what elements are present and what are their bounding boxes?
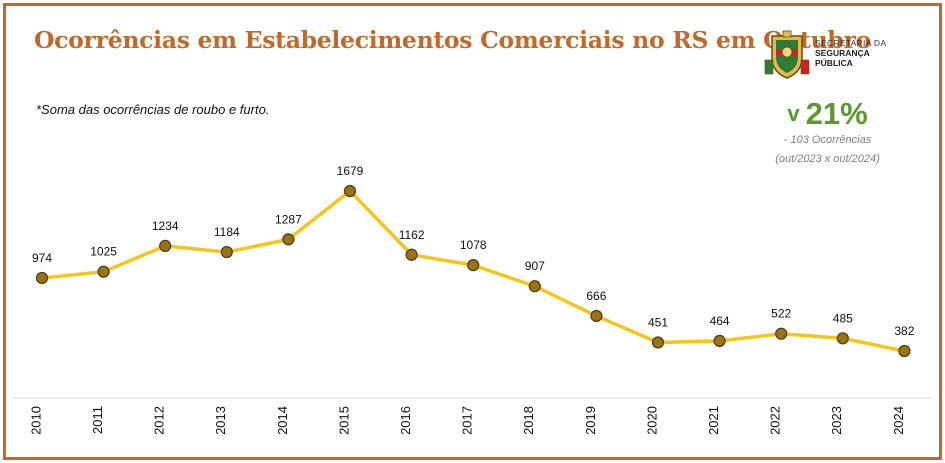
x-tick-2015: 2015: [336, 406, 351, 435]
data-label-2011: 1025: [90, 245, 117, 259]
data-point-2021: [713, 334, 726, 347]
data-label-2021: 464: [710, 314, 730, 328]
data-label-2018: 907: [525, 259, 545, 273]
data-label-2020: 451: [648, 315, 668, 329]
data-point-2012: [159, 239, 172, 252]
agency-line-2: SEGURANÇA: [815, 48, 870, 58]
data-point-2013: [220, 245, 233, 259]
data-point-2014: [282, 233, 295, 246]
kpi-change: v 21%: [765, 96, 890, 132]
x-tick-2022: 2022: [768, 406, 783, 435]
x-tick-2017: 2017: [460, 406, 475, 435]
down-arrow-icon: v: [787, 101, 800, 126]
data-point-2010: [35, 271, 49, 285]
x-tick-2014: 2014: [275, 406, 290, 435]
data-point-2017: [467, 259, 480, 272]
data-label-2019: 666: [586, 289, 606, 303]
agency-name: SECRETARIA DA SEGURANÇA PÚBLICA: [815, 38, 886, 68]
data-label-2015: 1679: [337, 164, 364, 178]
x-tick-2023: 2023: [829, 406, 844, 435]
data-point-2019: [590, 309, 603, 323]
data-label-2016: 1162: [399, 228, 425, 242]
agency-line-3: PÚBLICA: [815, 58, 853, 68]
kpi-delta: - 103 Ocorrências: [783, 134, 872, 146]
x-tick-labels: 2010 2011 2012 2013 2014 2015 2016 2017 2018 2019…: [28, 406, 905, 435]
x-tick-2011: 2011: [90, 406, 105, 434]
data-label-2014: 1287: [275, 212, 302, 226]
data-label-2012: 1234: [152, 219, 179, 233]
coat-of-arms-logo: [764, 30, 810, 79]
kpi-summary: v 21% - 103 Ocorrências (out/2023 x out/2…: [765, 96, 890, 165]
x-tick-2021: 2021: [706, 406, 721, 435]
x-tick-2010: 2010: [28, 406, 43, 435]
agency-line-1: SECRETARIA DA: [815, 38, 887, 48]
data-label-2010: 974: [32, 251, 52, 265]
data-point-2023: [836, 332, 849, 345]
data-point-2022: [775, 327, 788, 340]
x-tick-2018: 2018: [521, 406, 536, 435]
x-tick-2012: 2012: [152, 406, 167, 435]
chart-frame: [3, 3, 942, 460]
data-labels: 974 1025 1234 1184 1287 1679 1162 1078 907 666 451…: [32, 164, 915, 338]
data-label-2017: 1078: [460, 238, 487, 252]
x-tick-2019: 2019: [583, 406, 598, 435]
data-point-2011: [97, 265, 110, 278]
footnote: *Soma das ocorrências de roubo e furto.: [36, 102, 270, 117]
data-point-2018: [528, 280, 541, 293]
data-point-2015: [343, 184, 357, 198]
x-tick-2013: 2013: [213, 406, 228, 435]
data-label-2022: 522: [771, 307, 791, 321]
kpi-period: (out/2023 x out/2024): [775, 153, 880, 165]
chart-title: Ocorrências em Estabelecimentos Comercia…: [34, 26, 871, 54]
data-point-2020: [651, 336, 665, 349]
data-points: [35, 184, 911, 358]
data-label-2013: 1184: [214, 225, 240, 239]
data-label-2023: 485: [833, 311, 853, 325]
x-tick-2016: 2016: [398, 406, 413, 435]
x-tick-2020: 2020: [644, 406, 659, 435]
data-point-2016: [405, 248, 418, 261]
x-tick-2024: 2024: [891, 406, 906, 435]
data-label-2024: 382: [894, 324, 914, 338]
kpi-percent: 21%: [805, 96, 868, 131]
data-point-2024: [898, 344, 911, 358]
